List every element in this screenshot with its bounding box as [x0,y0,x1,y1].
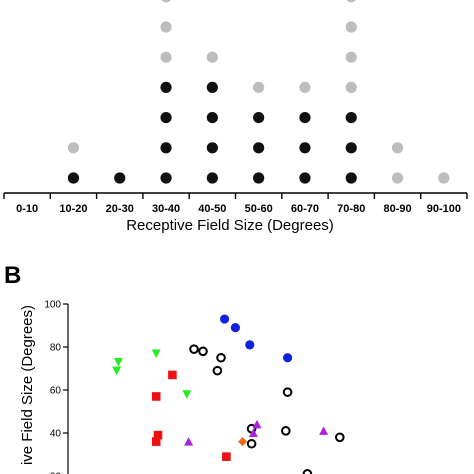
y-axis-title: ive Field Size (Degrees) [19,305,36,465]
receptive-field-histogram: 0-10 10-20 20-30 30-40 40-50 50-60 60-70 70-80 8… [3,0,468,234]
point-filled-circle [220,314,230,324]
y-tick-label: 40 [50,429,62,440]
dot-filled [160,142,172,154]
point-square [168,370,177,380]
point-diamond [238,437,248,447]
dot-gray [346,0,356,3]
point-square [151,437,161,446]
point-triangle-up [184,437,194,446]
panel-label-b: B [4,262,21,289]
dot-gray [438,172,450,184]
point-open-circle [189,344,199,354]
x-tick-label: 20-30 [106,203,134,215]
point-triangle-up [252,419,262,429]
dot-filled [160,81,172,93]
dot-filled [114,172,126,184]
dot-gray [391,172,404,184]
point-open-circle [282,387,293,397]
point-open-circle [216,352,226,363]
dot-gray [161,0,171,3]
dot-filled [299,142,311,154]
dot-filled [345,112,357,124]
dot-gray [345,51,357,63]
y-tick-label: 60 [50,386,62,397]
x-tick-label: 0-10 [16,203,38,215]
point-open-circle [198,346,208,357]
point-triangle-down [112,366,122,376]
point-triangle-up [319,426,329,435]
point-open-circle [302,469,313,474]
dot-filled [160,172,172,184]
x-tick-label: 90-100 [427,203,461,215]
x-tick-label: 50-60 [245,203,273,215]
dot-filled [206,142,218,154]
dot-filled [345,142,357,154]
dot-filled [299,172,311,184]
dot-gray [345,21,357,33]
x-tick-label: 60-70 [291,203,319,215]
y-tick-label: 100 [44,300,61,311]
dot-gray [253,81,265,93]
point-open-circle [335,432,345,443]
x-tick-label: 70-80 [337,203,365,215]
dot-filled [345,172,357,184]
point-triangle-down [151,349,161,358]
x-tick-label: 10-20 [59,203,87,215]
y-tick-label: 20 [50,472,62,474]
dot-filled [67,172,80,184]
dot-gray [299,81,311,93]
receptive-field-scatter: B ive Field Size (Degrees) 20 40 60 80 100 [4,262,345,474]
dot-filled [253,112,265,124]
x-axis-title: Receptive Field Size (Degrees) [126,217,334,234]
point-square [151,392,161,401]
point-open-circle [281,426,291,436]
point-triangle-down [113,358,123,367]
dot-filled [160,112,172,124]
dot-gray [345,81,357,93]
dot-gray [160,21,172,33]
x-tick-label: 40-50 [198,203,226,215]
dot-gray [206,51,218,63]
point-filled-circle [283,353,293,363]
dot-gray [67,142,80,154]
dot-filled [206,172,218,184]
dot-filled [253,172,265,184]
point-open-circle [246,438,257,449]
point-open-circle [212,365,223,376]
point-filled-circle [230,323,240,333]
point-square [222,452,231,461]
dot-filled [299,112,311,124]
point-square [153,430,163,440]
point-triangle-down [182,390,192,399]
x-tick-label: 80-90 [383,203,411,215]
dot-gray [391,142,404,154]
dot-filled [253,142,265,154]
dot-gray [160,51,172,63]
y-tick-label: 80 [50,343,62,354]
point-triangle-up [248,428,258,437]
dot-filled [206,81,218,93]
x-tick-label: 30-40 [152,203,180,215]
point-filled-circle [245,340,255,350]
dot-filled [206,112,218,124]
